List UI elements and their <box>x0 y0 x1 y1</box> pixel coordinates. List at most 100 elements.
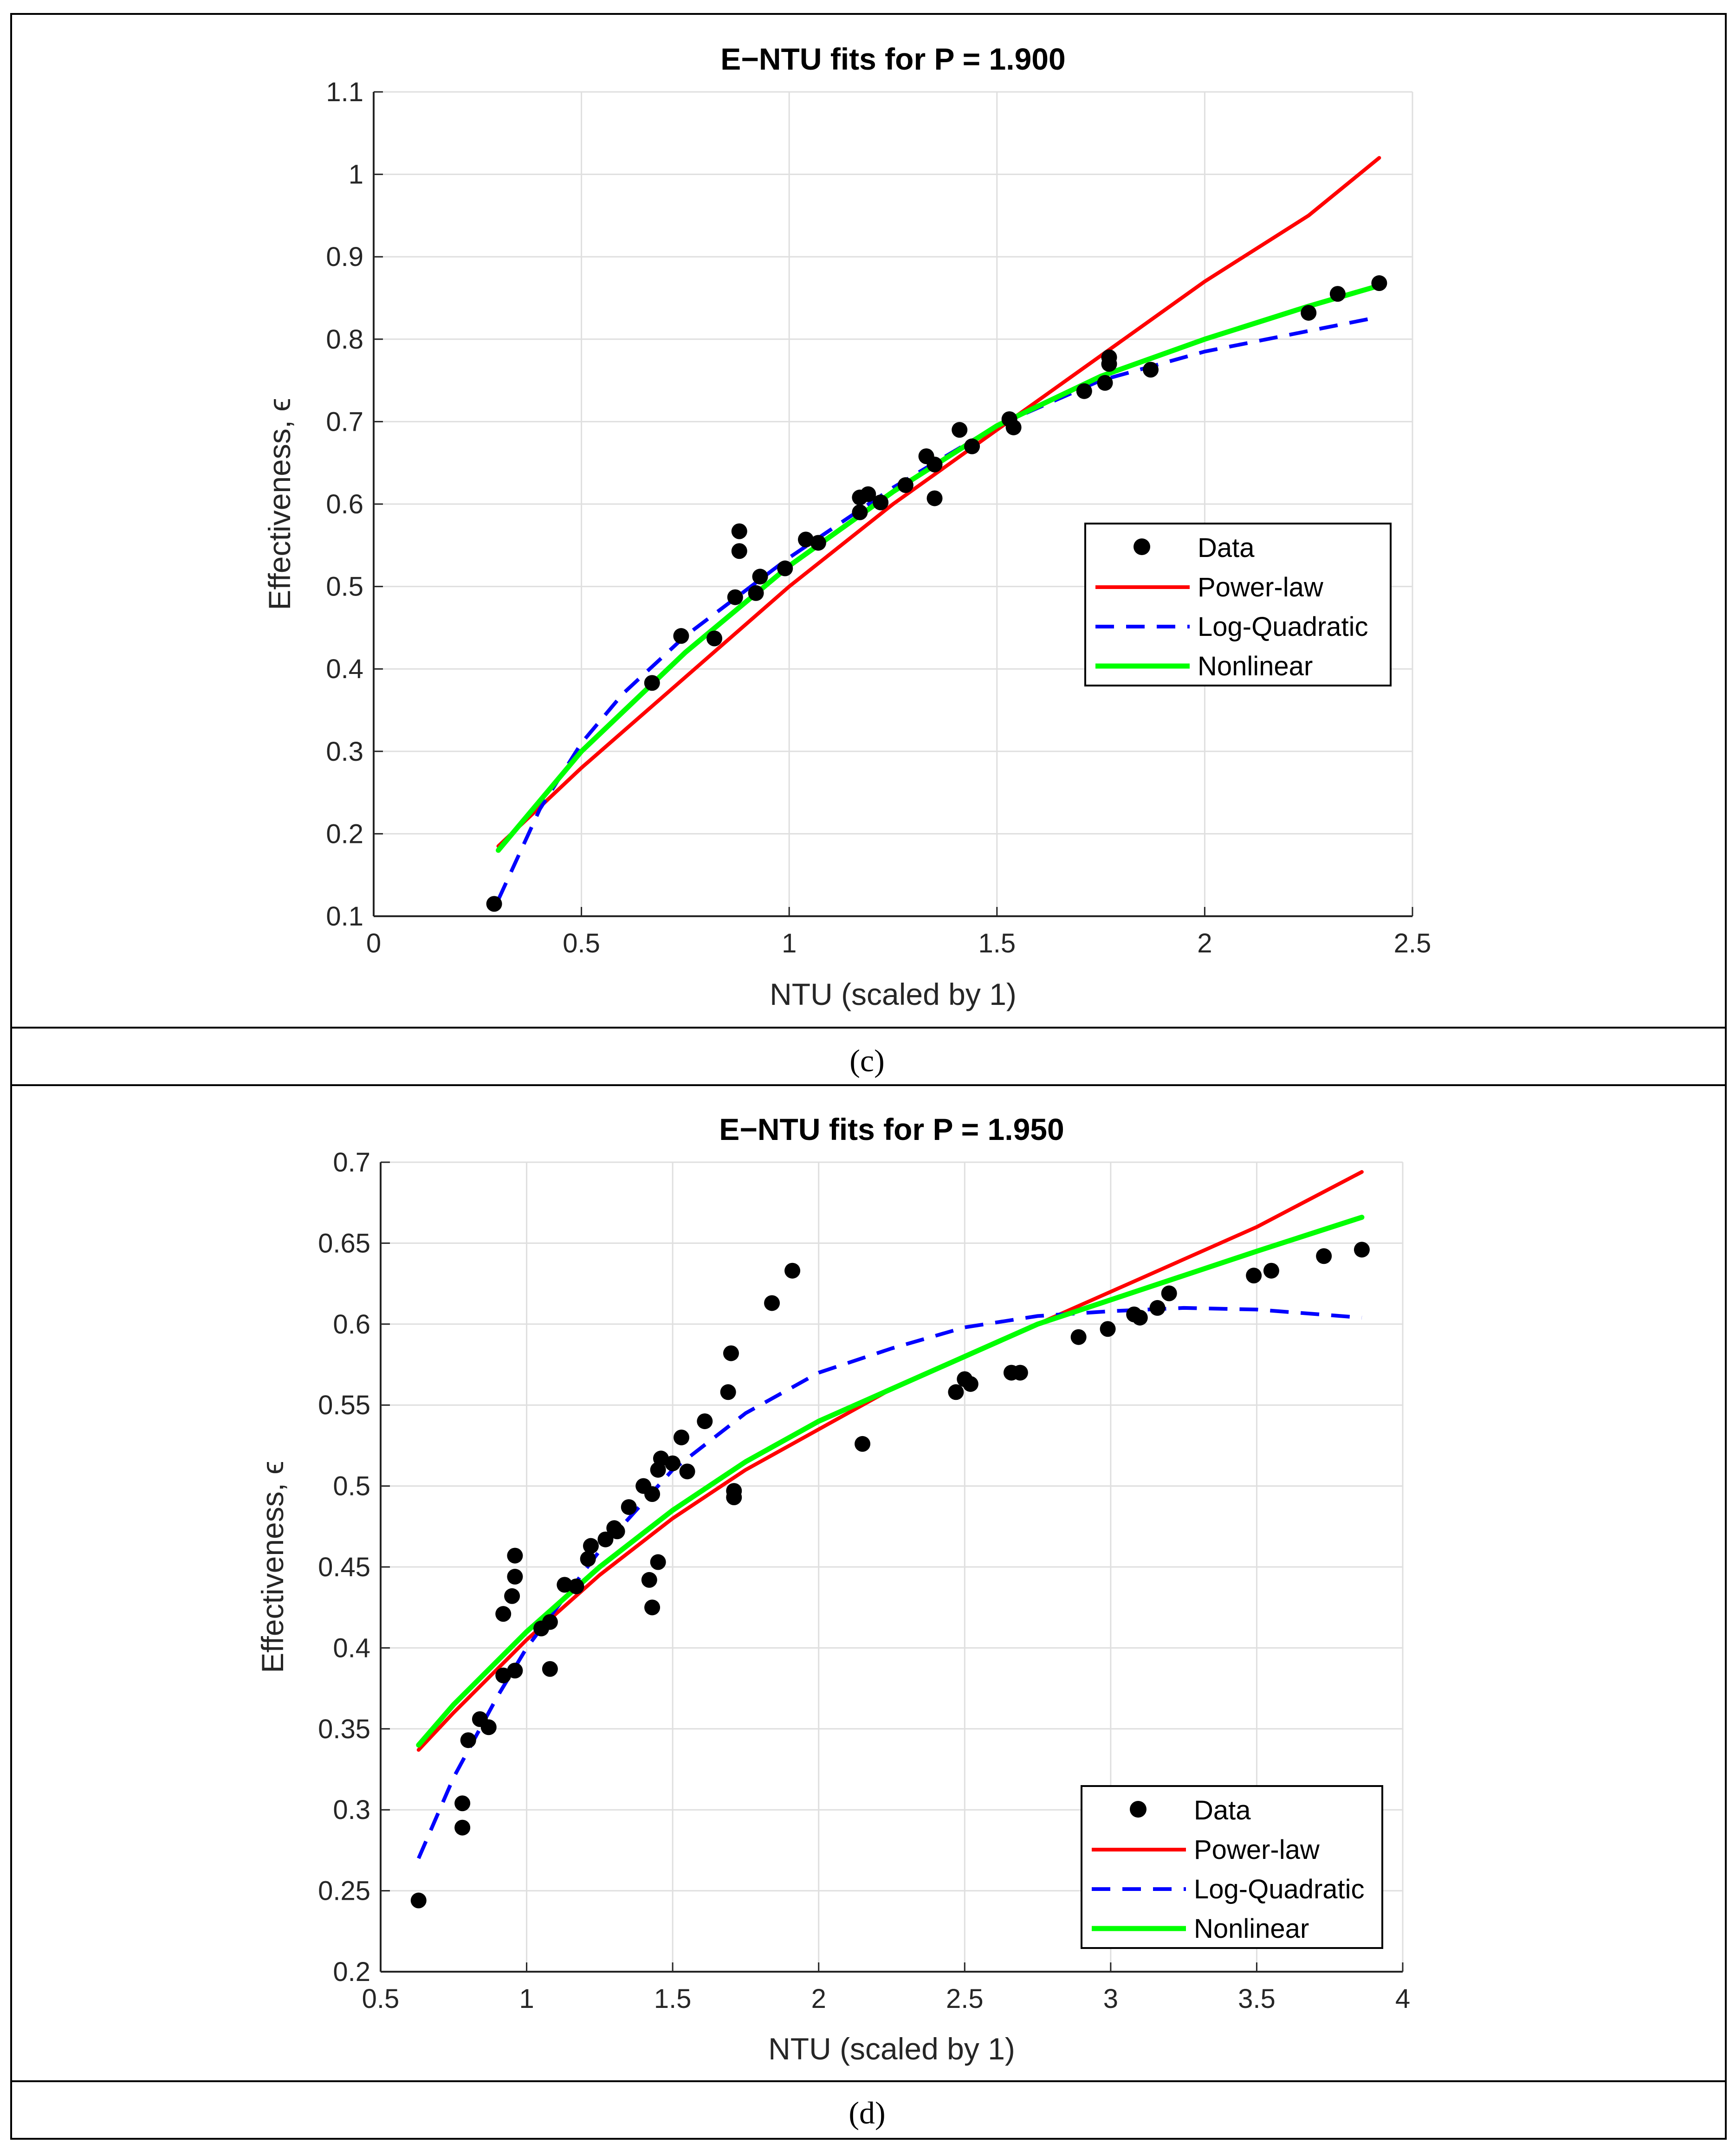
y-tick-label: 0.4 <box>326 654 363 684</box>
data-point <box>897 477 913 493</box>
data-point <box>1076 383 1092 399</box>
data-point <box>964 438 980 454</box>
data-point <box>507 1547 523 1564</box>
y-tick-label: 0.3 <box>333 1795 370 1825</box>
y-tick-label: 0.8 <box>326 324 363 355</box>
data-point <box>697 1413 713 1430</box>
data-point <box>784 1262 801 1279</box>
legend-label: Log-Quadratic <box>1198 612 1368 642</box>
figure-frame <box>10 13 1727 2140</box>
data-point <box>1005 419 1022 435</box>
x-tick-label: 0.5 <box>563 928 600 958</box>
y-tick-label: 0.1 <box>326 901 363 932</box>
x-tick-label: 2.5 <box>946 1984 984 2014</box>
x-tick-label: 2 <box>1197 928 1212 958</box>
data-point <box>679 1463 695 1480</box>
data-point <box>1070 1329 1087 1345</box>
data-point <box>873 494 889 511</box>
data-point <box>962 1376 978 1392</box>
y-tick-label: 0.35 <box>318 1714 370 1744</box>
y-tick-label: 0.2 <box>333 1957 370 1987</box>
y-tick-label: 0.7 <box>326 407 363 437</box>
data-point <box>504 1588 520 1604</box>
data-point <box>952 422 968 438</box>
data-point <box>580 1551 596 1567</box>
data-point <box>777 560 793 576</box>
data-point <box>1012 1365 1028 1381</box>
data-point <box>650 1554 666 1570</box>
x-tick-label: 2.5 <box>1394 928 1432 958</box>
x-tick-label: 2 <box>811 1984 826 2014</box>
data-point <box>673 628 689 644</box>
data-point <box>507 1663 523 1679</box>
data-point <box>486 896 502 912</box>
data-point <box>726 1489 742 1506</box>
chart-title: E−NTU fits for P = 1.900 <box>720 42 1065 76</box>
series-log-quadratic <box>496 315 1380 901</box>
data-point <box>1316 1248 1332 1264</box>
legend-label: Log-Quadratic <box>1194 1874 1365 1904</box>
data-point <box>568 1578 584 1594</box>
chart-title: E−NTU fits for P = 1.950 <box>719 1112 1064 1146</box>
series-power-law <box>496 156 1381 848</box>
y-tick-label: 1 <box>349 160 363 190</box>
legend-label: Data <box>1194 1795 1251 1825</box>
series-nonlinear <box>496 283 1382 853</box>
legend: Data Power-law Log-Quadratic Nonlinear <box>1084 523 1392 686</box>
data-point <box>1371 275 1387 291</box>
data-point <box>852 504 868 520</box>
data-point <box>542 1614 558 1630</box>
data-point <box>1132 1309 1148 1326</box>
legend: Data Power-law Log-Quadratic Nonlinear <box>1081 1785 1383 1949</box>
y-tick-label: 0.25 <box>318 1876 370 1906</box>
x-tick-label: 1.5 <box>654 1984 692 2014</box>
data-point <box>731 523 747 539</box>
data-point <box>495 1606 512 1622</box>
data-point <box>644 1486 661 1502</box>
legend-label: Power-law <box>1198 572 1324 602</box>
data-point <box>665 1455 681 1471</box>
data-point <box>1161 1285 1177 1301</box>
data-point <box>674 1429 690 1445</box>
legend-label: Nonlinear <box>1194 1914 1309 1944</box>
data-point <box>723 1345 739 1361</box>
data-point <box>1354 1242 1370 1258</box>
x-tick-label: 1 <box>519 1984 534 2014</box>
y-tick-label: 0.6 <box>333 1309 370 1340</box>
caption-c: (c) <box>849 1043 884 1078</box>
y-axis-label: Effectiveness, ϵ <box>255 1461 290 1673</box>
chart-c: 0 0.5 1 1.5 2 2.5 0.1 0.2 0.3 0.4 0.5 0.6 0.7 0.8 0.9 1… <box>262 42 1431 1011</box>
legend-marker-data <box>1130 1801 1147 1818</box>
data-point <box>1301 304 1317 321</box>
x-tick-label: 3 <box>1103 1984 1118 2014</box>
data-point <box>454 1819 471 1836</box>
legend-marker-data <box>1134 538 1150 555</box>
y-tick-label: 0.7 <box>333 1147 370 1178</box>
data-point <box>480 1719 497 1735</box>
legend-label: Power-law <box>1194 1835 1320 1865</box>
data-point <box>1263 1262 1279 1279</box>
data-point <box>1143 362 1159 378</box>
data-point <box>926 490 943 506</box>
caption-d: (d) <box>849 2095 885 2130</box>
data-point <box>948 1384 964 1400</box>
y-axis-label: Effectiveness, ϵ <box>262 398 297 610</box>
x-axis-label: NTU (scaled by 1) <box>770 977 1017 1011</box>
y-tick-label: 0.2 <box>326 819 363 849</box>
data-point <box>731 543 747 559</box>
data-point <box>644 675 660 691</box>
x-tick-label: 3.5 <box>1238 1984 1276 2014</box>
legend-label: Nonlinear <box>1198 651 1313 681</box>
x-tick-label: 1.5 <box>978 928 1016 958</box>
data-point <box>860 486 876 502</box>
y-tick-label: 0.6 <box>326 489 363 519</box>
data-point <box>1097 375 1113 391</box>
data-point <box>542 1661 558 1677</box>
legend-label: Data <box>1198 533 1255 563</box>
data-point <box>855 1436 871 1452</box>
series-nonlinear <box>416 1215 1365 1748</box>
y-tick-label: 0.9 <box>326 242 363 272</box>
data-point <box>454 1795 471 1812</box>
data-point <box>621 1499 637 1515</box>
